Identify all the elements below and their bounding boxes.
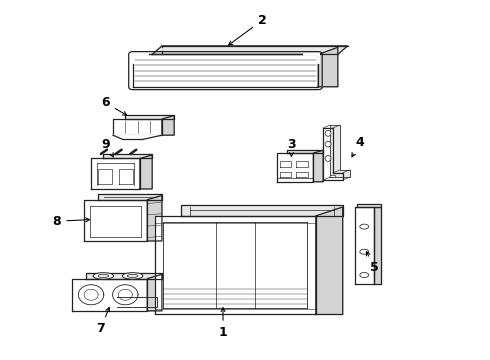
Ellipse shape: [330, 175, 336, 178]
Polygon shape: [147, 274, 162, 311]
Polygon shape: [152, 46, 347, 54]
Polygon shape: [155, 216, 316, 315]
Ellipse shape: [127, 274, 138, 278]
Polygon shape: [86, 273, 162, 279]
Ellipse shape: [325, 131, 331, 136]
Polygon shape: [330, 125, 349, 177]
Text: 8: 8: [52, 215, 90, 228]
Ellipse shape: [93, 273, 114, 279]
Polygon shape: [316, 207, 343, 315]
Polygon shape: [125, 114, 174, 119]
Polygon shape: [84, 200, 147, 241]
Text: 9: 9: [101, 138, 114, 157]
Polygon shape: [103, 154, 152, 158]
Polygon shape: [162, 116, 174, 135]
Text: 3: 3: [287, 138, 296, 157]
Ellipse shape: [325, 156, 331, 161]
Text: 7: 7: [97, 307, 110, 335]
Ellipse shape: [325, 141, 331, 147]
Polygon shape: [277, 153, 314, 182]
Polygon shape: [357, 204, 381, 207]
Polygon shape: [147, 195, 162, 241]
Text: 1: 1: [219, 308, 227, 339]
Ellipse shape: [98, 274, 109, 278]
Polygon shape: [98, 194, 162, 200]
Polygon shape: [314, 150, 323, 182]
Polygon shape: [91, 158, 140, 189]
Polygon shape: [113, 135, 162, 139]
Polygon shape: [181, 205, 343, 216]
Polygon shape: [113, 119, 162, 135]
Polygon shape: [318, 47, 338, 87]
Polygon shape: [287, 149, 323, 153]
Text: 6: 6: [101, 96, 127, 115]
Text: 4: 4: [352, 136, 364, 157]
Ellipse shape: [122, 273, 143, 279]
Ellipse shape: [360, 224, 368, 229]
Polygon shape: [323, 128, 343, 180]
Polygon shape: [355, 207, 373, 284]
Text: 2: 2: [229, 14, 267, 45]
Ellipse shape: [360, 273, 368, 278]
Polygon shape: [133, 54, 318, 87]
Text: 5: 5: [367, 252, 379, 274]
Polygon shape: [72, 279, 147, 311]
Polygon shape: [373, 207, 381, 284]
Ellipse shape: [360, 249, 368, 254]
Polygon shape: [140, 155, 152, 189]
